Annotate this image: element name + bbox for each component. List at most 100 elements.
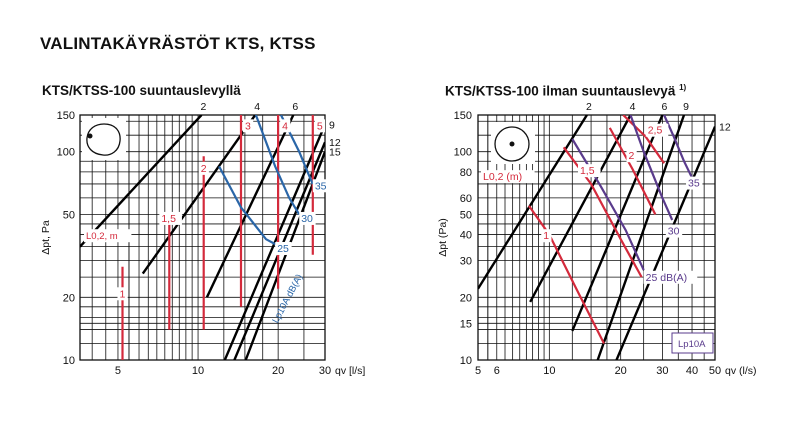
throw-label-bg	[117, 287, 128, 301]
damper-line	[596, 115, 686, 360]
sound-label-bg	[275, 241, 292, 255]
throw-label: 1	[119, 288, 125, 300]
x-tick-label: 30	[319, 365, 331, 377]
throw-label: 1,5	[580, 165, 595, 177]
y-tick-label: 80	[460, 167, 472, 179]
y-tick-label: 60	[460, 193, 472, 205]
y-tick-label: 15	[460, 318, 472, 330]
right-chart-title-text: KTS/KTSS-100 ilman suuntauslevyä	[445, 83, 676, 99]
sound-label: 35	[688, 178, 700, 190]
sound-line	[571, 138, 645, 271]
y-tick-label: 10	[63, 355, 75, 367]
throw-label-bg	[626, 149, 637, 163]
throw-legend-label: L0,2, m	[86, 231, 118, 242]
sound-line	[254, 115, 301, 215]
damper-line-label: 2	[586, 101, 592, 113]
damper-line	[223, 124, 325, 360]
sound-label-bg	[665, 224, 683, 238]
x-tick-label: 10	[192, 365, 204, 377]
plot-area	[80, 115, 325, 360]
x-tick-label: 5	[475, 365, 481, 377]
x-tick-label: 10	[543, 365, 555, 377]
sound-label-bg	[643, 270, 698, 284]
throw-label-bg	[159, 211, 182, 225]
diffuser-glyph-icon	[494, 126, 530, 162]
throw-legend-label: L0,2 (m)	[483, 171, 522, 183]
glyph-dot	[87, 133, 93, 139]
chart-2: 10 15 20 30 40 50 60 80 100 150 5 6 10 20 30 40 50 qv (l/…	[437, 101, 757, 377]
throw-label-bg	[645, 123, 669, 137]
plot-frame	[79, 114, 326, 361]
throw-label: 2	[201, 163, 207, 175]
damper-line-label: 6	[662, 101, 668, 113]
y-tick-label: 100	[454, 147, 472, 159]
plot-area	[478, 115, 715, 360]
sound-label-bg	[312, 179, 330, 193]
throw-label-bg	[541, 229, 552, 243]
sound-line	[663, 115, 693, 179]
y-tick-label: 100	[57, 147, 75, 159]
throw-legend-label-bg	[84, 229, 132, 243]
throw-label: 4	[282, 120, 288, 132]
sound-label-bg	[686, 176, 703, 190]
sound-label: 35	[315, 180, 327, 192]
damper-line-label: 6	[292, 101, 298, 113]
x-axis-label: qv [l/s]	[335, 365, 365, 377]
damper-line-label: 15	[329, 147, 341, 159]
y-tick-label: 40	[460, 230, 472, 242]
y-tick-label: 10	[460, 355, 472, 367]
damper-line-label: 9	[683, 101, 689, 113]
sound-legend-box	[671, 332, 714, 354]
right-chart-title: KTS/KTSS-100 ilman suuntauslevyä 1)	[445, 83, 686, 99]
throw-line	[528, 205, 605, 344]
glyph-dot	[509, 141, 515, 147]
damper-line-label: 9	[329, 120, 335, 132]
diffuser-glyph-icon	[86, 123, 121, 156]
y-tick-label: 150	[454, 110, 472, 122]
throw-label: 1,5	[161, 213, 176, 225]
damper-line	[529, 115, 632, 303]
x-tick-label: 5	[115, 365, 121, 377]
x-tick-label: 20	[272, 365, 284, 377]
right-chart-title-footnote: 1)	[679, 83, 687, 92]
throw-line	[608, 127, 657, 215]
sound-line	[218, 165, 276, 246]
x-tick-label: 6	[494, 365, 500, 377]
throw-label: 2,5	[648, 125, 663, 137]
sound-line	[280, 115, 314, 185]
plot-frame	[477, 114, 716, 361]
y-tick-label: 50	[63, 209, 75, 221]
x-tick-label: 30	[656, 365, 668, 377]
x-tick-label: 40	[686, 365, 698, 377]
damper-line-label: 12	[329, 137, 341, 149]
y-axis-label: Δpt (Pa)	[437, 218, 449, 257]
throw-label: 1	[543, 230, 549, 242]
left-chart-title: KTS/KTSS-100 suuntauslevyllä	[42, 83, 241, 98]
damper-line-label: 4	[630, 101, 636, 113]
throw-line	[562, 146, 643, 278]
throw-label: 5	[317, 120, 323, 132]
y-tick-label: 20	[63, 292, 75, 304]
sound-line	[629, 115, 674, 221]
sound-label: 25 dB(A)	[646, 272, 687, 284]
damper-line-label: 4	[254, 101, 260, 113]
throw-line	[622, 115, 666, 164]
throw-label: 3	[245, 120, 251, 132]
damper-line	[80, 115, 203, 248]
damper-line-label: 2	[201, 101, 207, 113]
sound-label: 30	[301, 213, 313, 225]
sound-label: 25	[277, 243, 289, 255]
throw-label-bg	[577, 164, 601, 178]
throw-legend-label-bg	[481, 170, 535, 184]
sound-legend-label: Lp10A	[678, 339, 706, 350]
damper-line-label: 12	[719, 122, 731, 134]
y-tick-label: 20	[460, 292, 472, 304]
throw-label: 2	[628, 150, 634, 162]
page-title: VALINTAKÄYRÄSTÖT KTS, KTSS	[40, 34, 316, 53]
damper-line	[615, 126, 715, 360]
throw-label-bg	[242, 119, 254, 133]
y-tick-label: 50	[460, 209, 472, 221]
y-axis-label: Δpt, Pa	[40, 220, 52, 255]
y-tick-label: 30	[460, 256, 472, 268]
